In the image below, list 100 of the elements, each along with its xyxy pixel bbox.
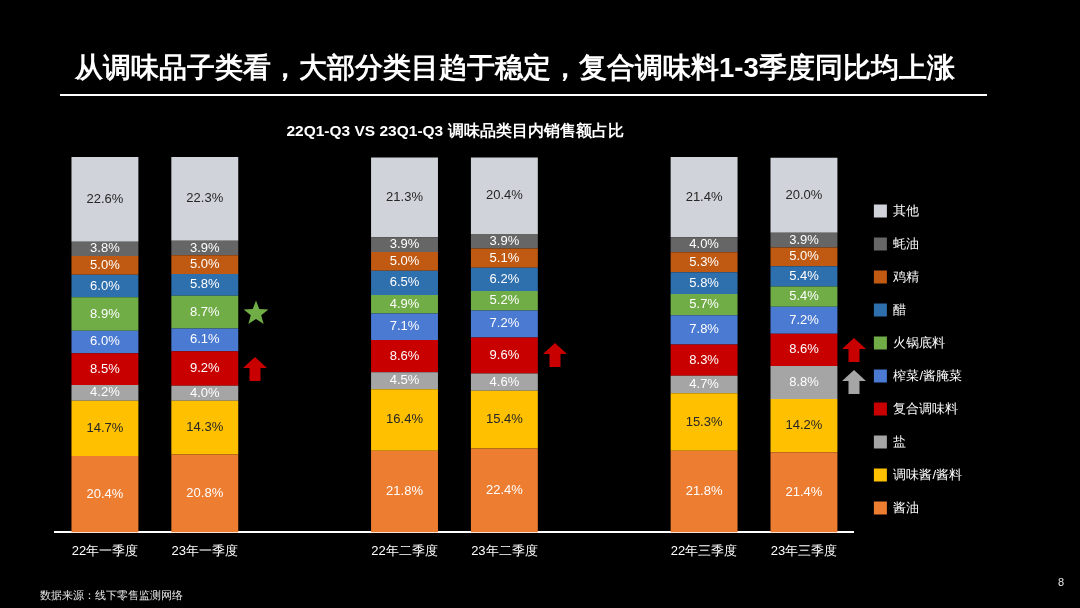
data-label: 6.0% [90, 333, 121, 349]
bar [670, 393, 738, 451]
data-label: 6.2% [489, 270, 520, 286]
data-label: 4.0% [189, 384, 221, 400]
data-label: 5.0% [90, 256, 121, 272]
data-label: 21.8% [386, 483, 424, 499]
x-tick-label: 22年二季度 [371, 542, 438, 558]
text: 8 [1057, 576, 1064, 588]
data-label: 4.2% [90, 384, 121, 400]
bar [71, 297, 139, 331]
bar [770, 452, 838, 533]
data-label: 16.4% [386, 411, 424, 427]
data-label: 21.4% [785, 483, 823, 499]
bar [171, 157, 239, 241]
data-label: 7.2% [489, 315, 520, 331]
bar [371, 157, 438, 238]
data-label: 5.8% [689, 274, 720, 290]
bar [470, 310, 538, 338]
data-label: 8.3% [689, 351, 720, 367]
data-label: 5.0% [189, 256, 221, 272]
bar [71, 353, 139, 386]
data-label: 5.2% [489, 292, 520, 308]
data-label: 5.7% [689, 296, 720, 312]
bar [770, 306, 838, 334]
data-label: 20.4% [485, 187, 524, 203]
data-label: 7.8% [689, 321, 720, 337]
bar [770, 398, 838, 453]
data-label: 3.8% [90, 240, 121, 256]
bar [371, 340, 438, 373]
x-tick-label: 23年二季度 [471, 542, 538, 558]
bar [670, 344, 738, 376]
x-tick-label: 23年三季度 [770, 542, 838, 558]
data-label: 4.7% [689, 376, 720, 392]
chart-subtitle: 22Q1-Q3 VS 23Q1-Q3 调味品类目内销售额占比 [285, 121, 625, 141]
data-label: 5.8% [189, 276, 221, 292]
data-label: 7.2% [789, 311, 820, 327]
legend-label: 蚝油 [893, 235, 920, 251]
bar [470, 373, 538, 391]
data-label: 8.8% [789, 373, 820, 389]
bar [770, 286, 838, 307]
data-label: 4.9% [389, 295, 420, 311]
legend-label: 调味酱/酱料 [893, 466, 963, 482]
data-label: 15.3% [685, 413, 723, 429]
data-label: 7.1% [389, 318, 420, 334]
chart-title: 从调味品子类看，大部分类目趋于稳定，复合调味料1-3季度同比均上涨 [75, 51, 955, 85]
data-label: 15.4% [485, 411, 524, 427]
data-label: 6.1% [189, 331, 221, 347]
data-label: 22.4% [485, 481, 524, 497]
bar [770, 365, 838, 399]
data-label: 14.7% [86, 419, 124, 435]
bar [71, 455, 139, 533]
data-label: 8.7% [189, 303, 221, 319]
data-label: 9.6% [489, 346, 520, 362]
bar [670, 315, 738, 345]
legend-label: 盐 [893, 433, 907, 449]
data-label: 21.8% [685, 483, 723, 499]
data-label: 21.4% [685, 188, 723, 204]
bar [470, 337, 538, 374]
bar [670, 272, 738, 294]
data-label: 4.5% [389, 372, 420, 388]
bar [371, 450, 438, 533]
data-label: 3.9% [789, 231, 820, 247]
bar [770, 333, 838, 366]
data-label: 6.0% [90, 277, 121, 293]
data-label: 8.5% [90, 360, 121, 376]
data-label: 20.4% [86, 485, 124, 501]
legend-label: 火锅底料 [893, 334, 946, 350]
data-label: 8.6% [789, 341, 820, 357]
legend-label: 酱油 [893, 499, 920, 515]
data-label: 3.9% [389, 236, 420, 252]
source-note: 数据来源：线下零售监测网络 [40, 588, 183, 603]
bar [171, 295, 239, 329]
data-label: 14.3% [186, 419, 224, 435]
data-label: 5.0% [389, 252, 420, 268]
data-label: 14.2% [785, 417, 823, 433]
bar [171, 328, 239, 352]
x-tick-label: 23年一季度 [171, 542, 239, 558]
legend-label: 榨菜/酱腌菜 [893, 367, 963, 383]
bar [171, 454, 239, 533]
data-label: 5.1% [489, 249, 520, 265]
data-label: 22.3% [186, 190, 224, 206]
bar [670, 157, 738, 238]
data-label: 20.0% [785, 186, 823, 202]
data-label: 20.8% [186, 484, 224, 500]
bar [670, 450, 738, 533]
legend-label: 复合调味料 [893, 400, 959, 416]
bar [470, 390, 538, 449]
legend-label: 其他 [893, 202, 920, 218]
data-label: 8.6% [389, 347, 420, 363]
bar [470, 157, 538, 234]
legend-label: 醋 [893, 301, 907, 317]
bar [770, 157, 838, 233]
data-label: 5.0% [789, 248, 820, 264]
bar [371, 313, 438, 341]
bar [470, 448, 538, 533]
data-label: 6.5% [389, 274, 420, 290]
bar [171, 351, 239, 386]
bar [371, 389, 438, 451]
data-label: 5.3% [689, 253, 720, 269]
data-label: 5.4% [789, 267, 820, 283]
